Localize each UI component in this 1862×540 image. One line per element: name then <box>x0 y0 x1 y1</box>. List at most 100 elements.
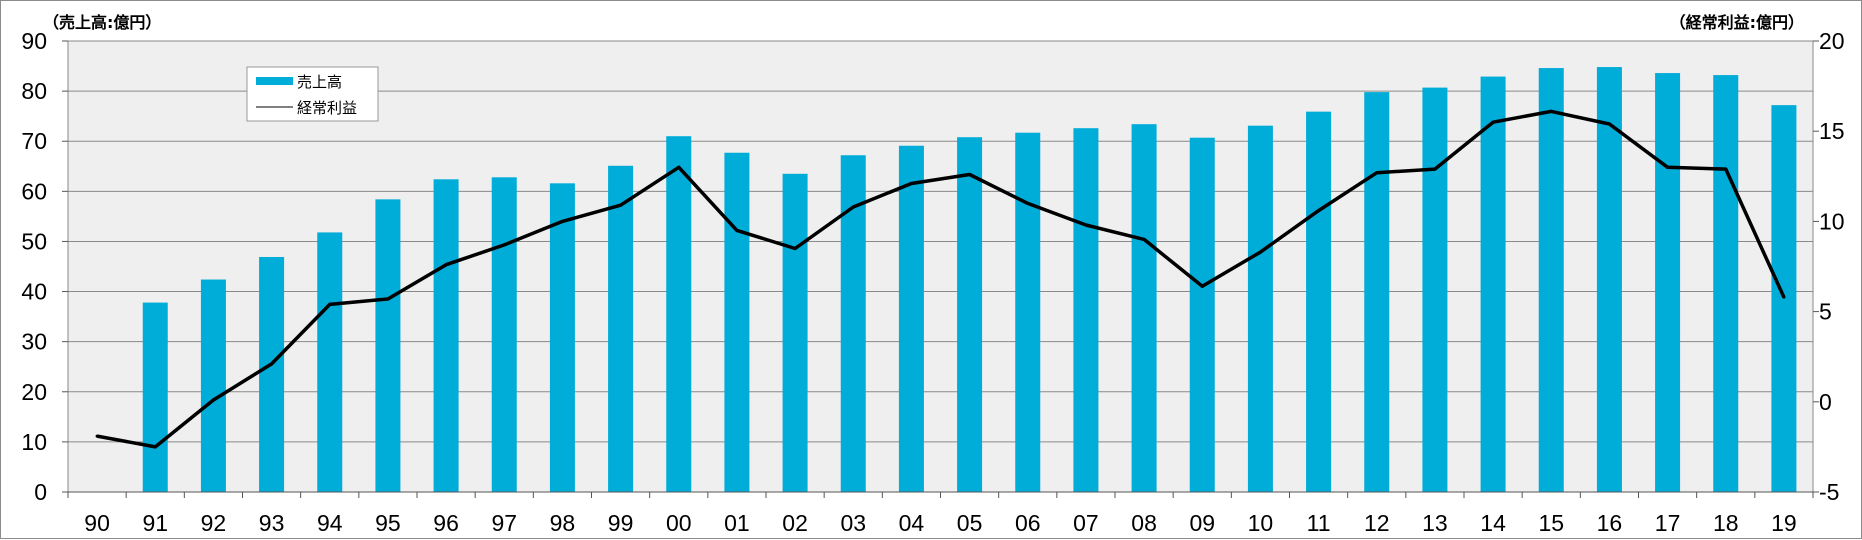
right-tick-label: 10 <box>1819 208 1845 234</box>
sales-bar <box>1306 111 1332 492</box>
profit-point <box>1317 209 1321 213</box>
profit-point <box>1258 250 1262 254</box>
right-tick-label: -5 <box>1819 479 1839 505</box>
sales-bar <box>1015 132 1041 492</box>
left-axis-ticks: 0 10 20 30 40 50 60 70 80 90 <box>21 28 68 505</box>
left-tick-label: 0 <box>34 479 47 505</box>
right-tick-label: 5 <box>1819 299 1832 325</box>
sales-bar <box>259 256 285 492</box>
x-axis-labels: 90 91 92 93 94 95 96 97 98 99 00 01 02 03 04 05 06 07 08 09… <box>84 510 1796 536</box>
x-tick-label: 13 <box>1422 510 1448 536</box>
profit-point <box>1084 223 1088 227</box>
x-tick-label: 02 <box>782 510 808 536</box>
right-tick-label: 15 <box>1819 118 1845 144</box>
right-tick-label: 20 <box>1819 28 1845 54</box>
profit-point <box>1142 237 1146 241</box>
x-tick-label: 95 <box>375 510 401 536</box>
x-tick-label: 93 <box>259 510 285 536</box>
sales-bar <box>1713 75 1739 492</box>
x-tick-label: 10 <box>1248 510 1274 536</box>
profit-point <box>968 172 972 176</box>
profit-point <box>1782 295 1786 299</box>
profit-point <box>1666 165 1670 169</box>
x-tick-label: 98 <box>550 510 576 536</box>
x-tick-label: 09 <box>1189 510 1215 536</box>
profit-point <box>793 246 797 250</box>
left-tick-label: 40 <box>21 279 47 305</box>
bar-series <box>142 67 1797 493</box>
sales-bar <box>1073 128 1099 492</box>
sales-bar <box>1596 67 1622 493</box>
sales-bar <box>1131 124 1157 492</box>
profit-point <box>1026 201 1030 205</box>
x-tick-label: 99 <box>608 510 634 536</box>
x-tick-label: 17 <box>1655 510 1681 536</box>
profit-point <box>502 243 506 247</box>
right-tick-label: 0 <box>1819 389 1832 415</box>
profit-point <box>1549 109 1553 113</box>
x-tick-label: 06 <box>1015 510 1041 536</box>
sales-bar <box>724 152 750 492</box>
profit-point <box>909 182 913 186</box>
sales-bar <box>491 177 517 492</box>
x-tick-label: 07 <box>1073 510 1099 536</box>
sales-bar <box>1189 137 1215 492</box>
x-tick-marks <box>67 492 1814 498</box>
x-tick-label: 18 <box>1713 510 1739 536</box>
x-tick-label: 91 <box>142 510 168 536</box>
sales-bar <box>1655 73 1681 493</box>
profit-point <box>386 297 390 301</box>
sales-bar <box>549 183 575 492</box>
x-tick-label: 11 <box>1307 510 1331 536</box>
x-tick-label: 16 <box>1597 510 1623 536</box>
profit-point <box>560 219 564 223</box>
legend-label-profit: 経常利益 <box>297 99 357 117</box>
x-tick-label: 15 <box>1538 510 1564 536</box>
profit-point <box>1200 284 1204 288</box>
sales-bar <box>1422 87 1448 492</box>
x-tick-label: 90 <box>84 510 110 536</box>
x-tick-label: 97 <box>491 510 517 536</box>
sales-bar <box>782 173 808 493</box>
x-tick-label: 03 <box>840 510 866 536</box>
profit-point <box>619 203 623 207</box>
profit-point <box>444 263 448 267</box>
left-unit-label: （売上高:億円） <box>43 13 161 32</box>
profit-point <box>1375 171 1379 175</box>
profit-point <box>851 205 855 209</box>
sales-bar <box>898 145 924 492</box>
left-tick-label: 80 <box>21 78 47 104</box>
profit-point <box>735 228 739 232</box>
x-tick-label: 04 <box>899 510 925 536</box>
sales-bar <box>1538 68 1564 492</box>
x-tick-label: 19 <box>1771 510 1797 536</box>
profit-point <box>677 165 681 169</box>
sales-bar <box>433 179 459 492</box>
x-tick-label: 94 <box>317 510 343 536</box>
profit-line <box>96 109 1786 449</box>
left-tick-label: 90 <box>21 28 47 54</box>
left-tick-label: 70 <box>21 128 47 154</box>
sales-bar <box>666 136 692 492</box>
sales-bar <box>957 137 983 493</box>
x-tick-label: 12 <box>1364 510 1390 536</box>
profit-point <box>211 398 215 402</box>
x-tick-label: 08 <box>1131 510 1157 536</box>
sales-bar <box>375 199 401 492</box>
right-axis-ticks: -5 0 5 10 15 20 <box>1813 28 1845 505</box>
profit-point <box>270 362 274 366</box>
profit-point <box>95 434 99 438</box>
x-tick-label: 05 <box>957 510 983 536</box>
legend: 売上高 経常利益 <box>246 66 379 122</box>
sales-bar <box>1247 125 1273 492</box>
profit-point <box>1491 120 1495 124</box>
left-tick-label: 50 <box>21 228 47 254</box>
sales-bar <box>1480 76 1506 492</box>
x-tick-label: 00 <box>666 510 692 536</box>
line-series <box>95 109 1786 449</box>
sales-bar <box>1364 92 1390 492</box>
right-unit-label: （経常利益:億円） <box>1670 13 1804 32</box>
left-tick-label: 10 <box>21 429 47 455</box>
